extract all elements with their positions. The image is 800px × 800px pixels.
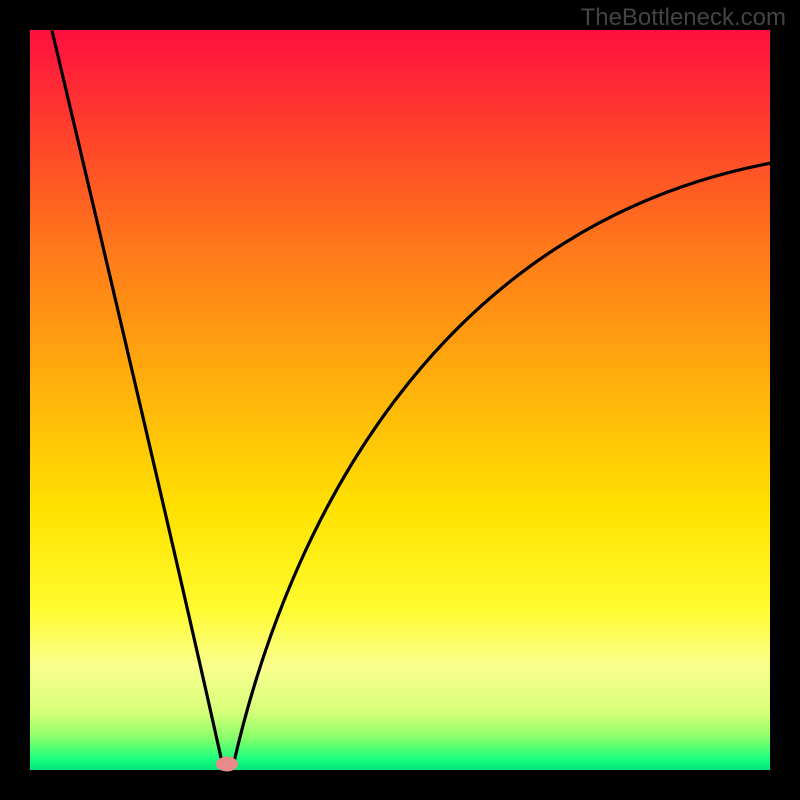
- plot-area: [30, 30, 770, 770]
- watermark-text: TheBottleneck.com: [581, 4, 786, 32]
- chart-container: TheBottleneck.com: [0, 0, 800, 800]
- curve-svg: [30, 30, 770, 770]
- bottleneck-curve: [52, 31, 770, 764]
- minimum-marker: [216, 757, 238, 772]
